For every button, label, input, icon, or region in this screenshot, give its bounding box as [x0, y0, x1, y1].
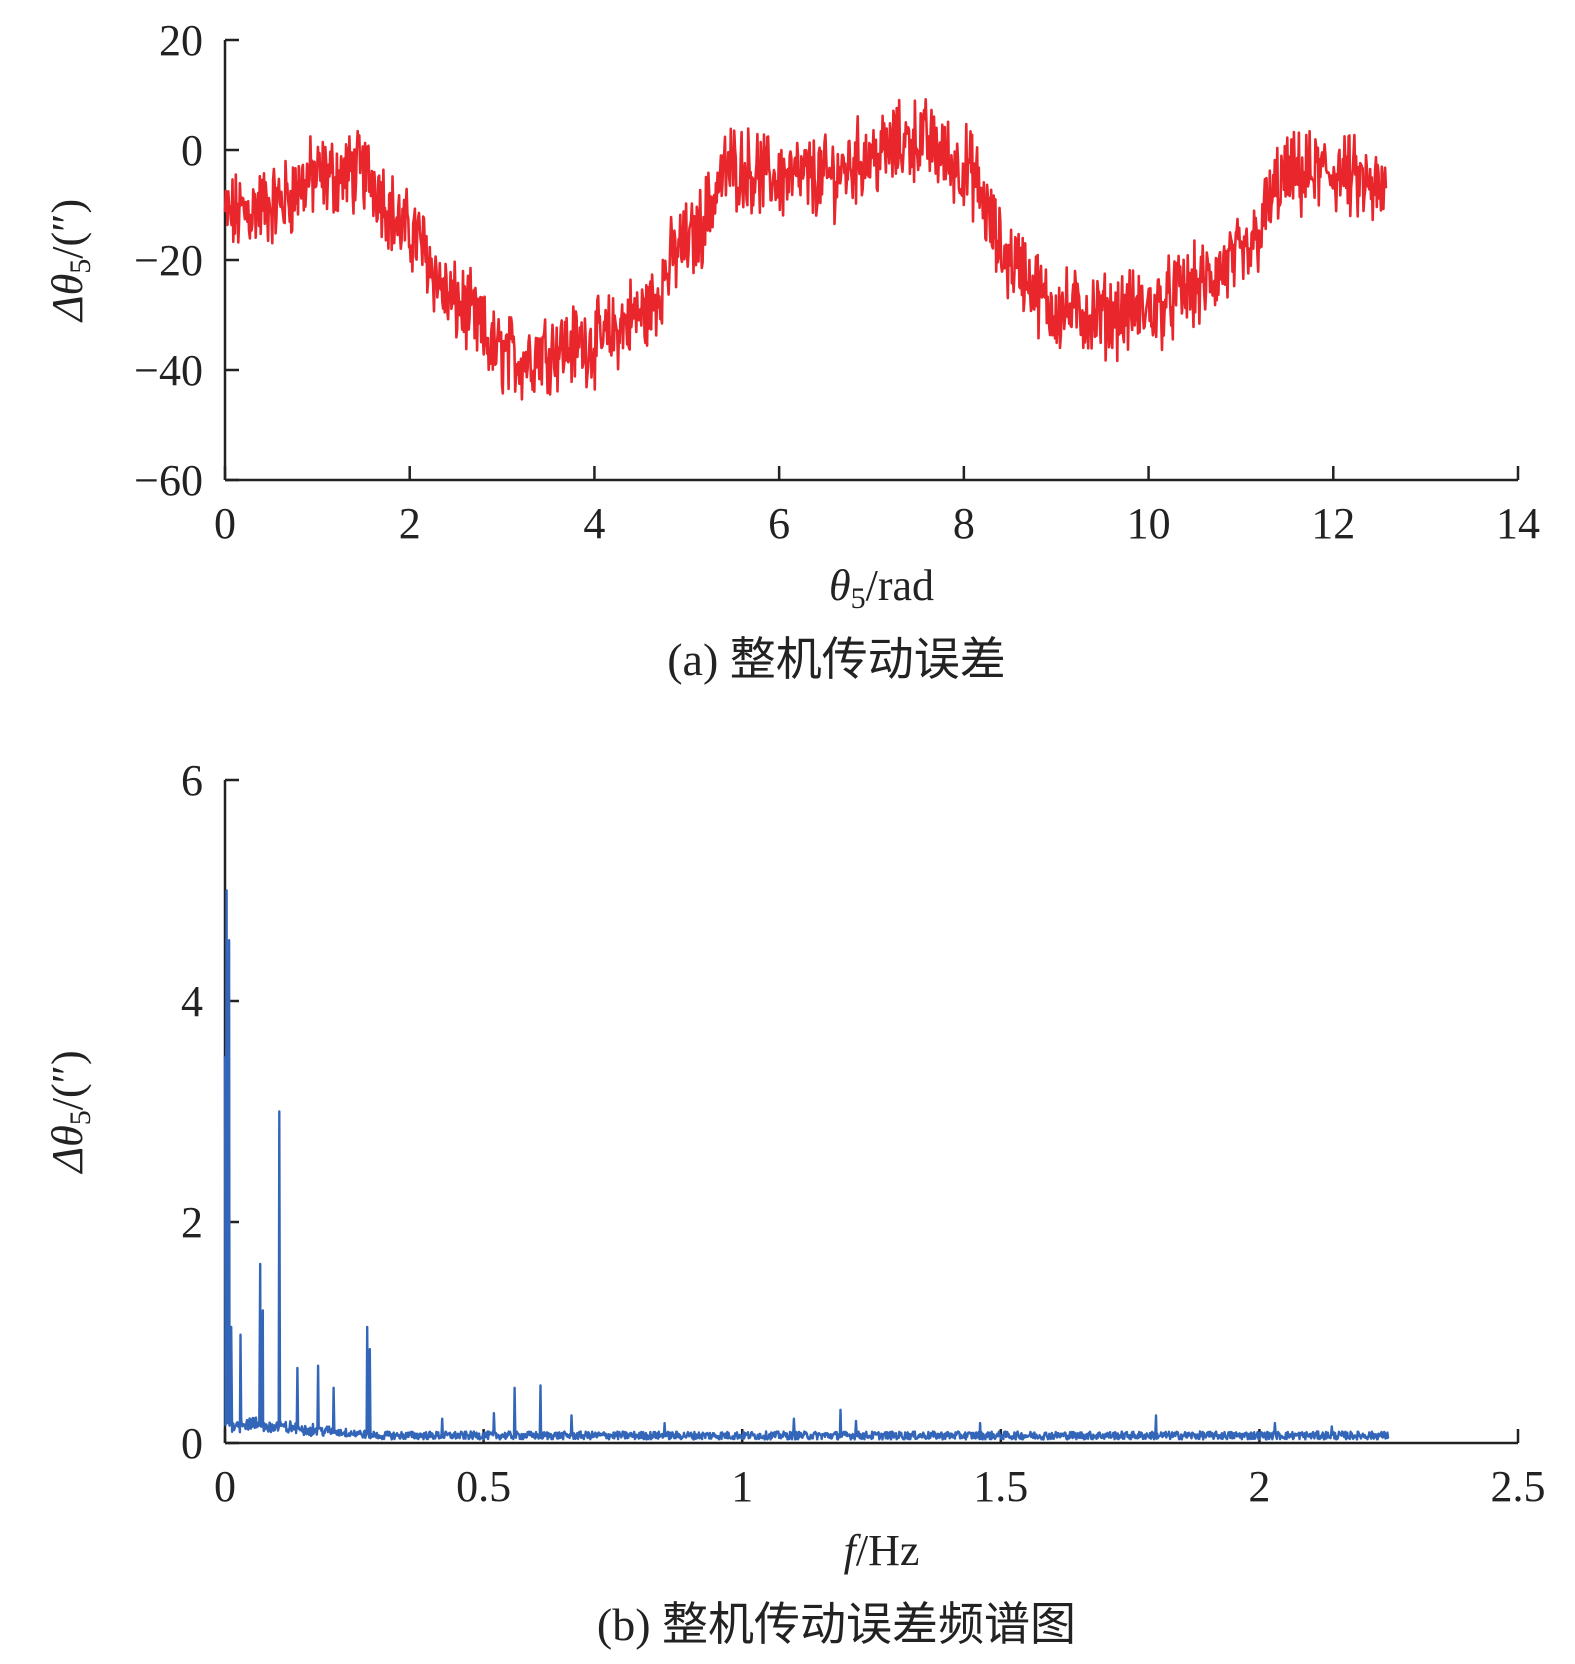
figure-caption: (a) 整机传动误差 [667, 634, 1006, 685]
x-axis-label: θ5/rad [829, 561, 934, 615]
x-tick-label: 2 [1248, 1462, 1270, 1511]
x-tick-label: 1.5 [973, 1462, 1028, 1511]
y-tick-label: 2 [181, 1198, 203, 1247]
y-tick-label: −20 [134, 236, 203, 285]
chart-panel-a: 0 2 4 6 8 10 12 14 −60 −40 −20 0 20 θ5/rad Δθ5/(″) (a) … [43, 16, 1540, 685]
figure-caption: (b) 整机传动误差频谱图 [597, 1599, 1076, 1650]
y-axis-label: Δθ5/(″) [43, 199, 97, 323]
y-tick-label: 0 [181, 1419, 203, 1468]
x-tick-label: 1 [731, 1462, 753, 1511]
y-axis-label: Δθ5/(″) [43, 1050, 97, 1174]
series-line [223, 889, 1390, 1441]
y-tick-label: 20 [159, 16, 203, 65]
x-tick-label: 8 [953, 499, 975, 548]
x-tick-label: 0.5 [456, 1462, 511, 1511]
x-axis-label: f/Hz [844, 1526, 920, 1575]
x-tick-label: 6 [768, 499, 790, 548]
x-tick-label: 10 [1127, 499, 1171, 548]
x-tick-label: 14 [1496, 499, 1540, 548]
chart-panel-b: 0 0.5 1 1.5 2 2.5 0 2 4 6 f/Hz Δθ5/(″) (b) 整机传动误差频谱图 [43, 756, 1546, 1650]
y-tick-label: 0 [181, 126, 203, 175]
y-tick-label: −60 [134, 456, 203, 505]
x-tick-label: 2 [399, 499, 421, 548]
x-tick-label: 12 [1311, 499, 1355, 548]
x-tick-label: 0 [214, 499, 236, 548]
y-tick-label: −40 [134, 346, 203, 395]
x-tick-label: 0 [214, 1462, 236, 1511]
series-line [223, 98, 1388, 401]
x-tick-label: 2.5 [1491, 1462, 1546, 1511]
y-tick-label: 4 [181, 977, 203, 1026]
x-tick-label: 4 [583, 499, 605, 548]
y-tick-label: 6 [181, 756, 203, 805]
